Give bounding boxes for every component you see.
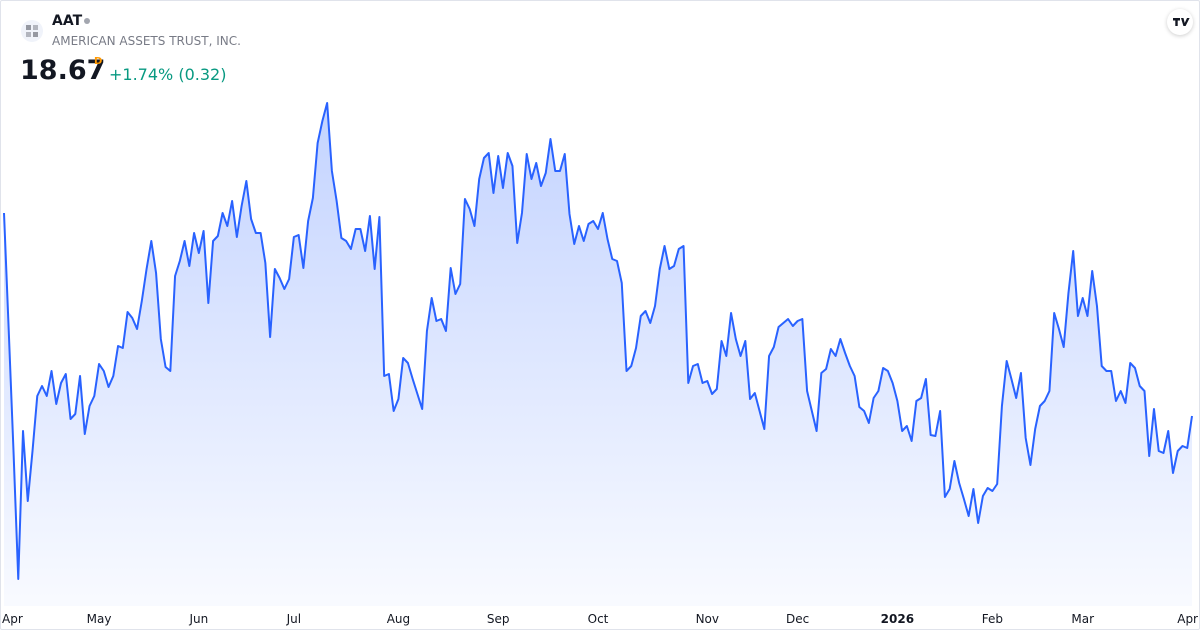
logo-icon <box>26 25 38 37</box>
x-tick-label: May <box>87 612 112 626</box>
price-line <box>3 102 1193 580</box>
x-tick-label: Aug <box>387 612 410 626</box>
x-tick-label: 2026 <box>881 612 914 626</box>
x-tick-label: Jul <box>286 612 301 626</box>
x-tick-label: Apr <box>1177 612 1198 626</box>
area-fill <box>4 103 1192 606</box>
symbol[interactable]: AAT <box>52 13 83 29</box>
x-tick-label: Dec <box>786 612 809 626</box>
x-tick-label: Feb <box>982 612 1003 626</box>
tv-icon <box>1173 18 1190 26</box>
x-tick-label: Jun <box>188 612 208 626</box>
market-status-dot <box>84 18 90 24</box>
price-change: +1.74% (0.32) <box>109 65 227 84</box>
company-name: AMERICAN ASSETS TRUST, INC. <box>52 34 241 48</box>
last-price: 18.67 <box>20 55 106 86</box>
x-tick-label: Oct <box>588 612 609 626</box>
symbol-logo <box>21 20 43 42</box>
tradingview-logo[interactable] <box>1167 9 1193 35</box>
interval-flag: D <box>94 56 103 67</box>
x-tick-label: Sep <box>487 612 510 626</box>
x-tick-label: Apr <box>2 612 23 626</box>
x-tick-label: Nov <box>696 612 719 626</box>
x-tick-label: Mar <box>1071 612 1094 626</box>
